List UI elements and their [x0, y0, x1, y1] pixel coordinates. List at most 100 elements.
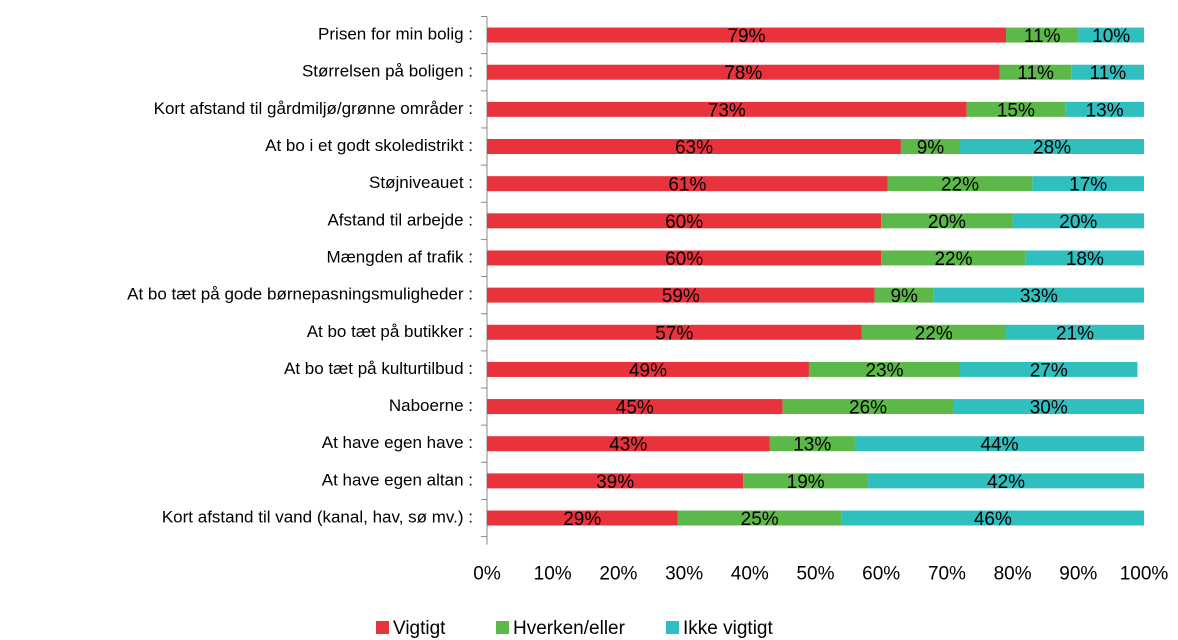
bar-segment: [881, 213, 1013, 229]
bar-segment: [487, 176, 888, 192]
data-label: 59%: [662, 286, 700, 307]
bar-segment: [487, 473, 744, 489]
category-label: Støjniveauet :: [369, 173, 473, 192]
data-label: 44%: [980, 435, 1018, 456]
data-label: 22%: [915, 323, 953, 344]
data-label: 29%: [563, 509, 601, 530]
bar-segment: [487, 324, 862, 340]
data-label: 39%: [596, 472, 634, 493]
category-label: At bo tæt på kulturtilbud :: [284, 359, 473, 378]
category-label: At bo i et godt skoledistrikt :: [265, 136, 473, 155]
bar-segment: [854, 436, 1144, 452]
legend-swatch: [496, 621, 509, 634]
bar-segment: [861, 324, 1007, 340]
data-label: 46%: [974, 509, 1012, 530]
category-label: At bo tæt på gode børnepasningsmulighede…: [127, 285, 473, 304]
bar-segment: [487, 101, 967, 117]
data-label: 9%: [917, 138, 945, 159]
bar-segment: [487, 27, 1007, 43]
bar-segment: [677, 510, 842, 526]
bar-segment: [487, 399, 783, 415]
bar-segment: [1006, 27, 1079, 43]
data-label: 33%: [1020, 286, 1058, 307]
bar-segment: [1065, 101, 1144, 117]
category-label: Mængden af trafik :: [327, 247, 473, 266]
legend-swatch: [666, 621, 679, 634]
bar-segment: [900, 139, 961, 155]
data-label: 20%: [928, 212, 966, 233]
category-label: Kort afstand til gårdmiljø/grønne område…: [154, 99, 473, 118]
data-label: 11%: [1090, 63, 1127, 84]
bar-segment: [487, 510, 678, 526]
bar-segment: [966, 101, 1066, 117]
data-label: 15%: [997, 100, 1035, 121]
bar-segment: [487, 361, 809, 377]
data-label: 20%: [1059, 212, 1097, 233]
bar-segment: [1025, 250, 1144, 266]
x-tick-label: 40%: [731, 564, 769, 585]
data-label: 42%: [987, 472, 1025, 493]
data-label: 25%: [741, 509, 779, 530]
bar-segment: [1032, 176, 1144, 192]
data-label: 57%: [655, 323, 693, 344]
data-label: 11%: [1024, 26, 1061, 47]
bar-segment: [743, 473, 869, 489]
bars: [487, 27, 1144, 526]
data-label: 45%: [616, 398, 654, 419]
data-label: 28%: [1033, 138, 1071, 159]
data-label: 79%: [727, 26, 765, 47]
bar-segment: [487, 213, 882, 229]
bar-segment: [1012, 213, 1144, 229]
data-label: 26%: [849, 398, 887, 419]
data-label: 13%: [793, 435, 831, 456]
bar-segment: [1006, 324, 1144, 340]
x-tick-label: 70%: [928, 564, 966, 585]
legend-swatch: [376, 621, 389, 634]
bar-segment: [887, 176, 1033, 192]
legend-label: Ikke vigtigt: [683, 618, 773, 639]
data-label: 23%: [865, 360, 903, 381]
x-tick-label: 20%: [599, 564, 637, 585]
data-label: 73%: [708, 100, 746, 121]
x-tick-label: 90%: [1059, 564, 1097, 585]
legend-label: Hverken/eller: [513, 618, 626, 639]
bar-segment: [933, 287, 1144, 303]
data-label: 21%: [1056, 323, 1094, 344]
data-label: 78%: [724, 63, 762, 84]
category-label: Naboerne :: [389, 396, 473, 415]
data-label: 43%: [609, 435, 647, 456]
category-label: Afstand til arbejde :: [327, 210, 473, 229]
bar-segment: [782, 399, 954, 415]
x-tick-label: 80%: [994, 564, 1032, 585]
category-label: Størrelsen på boligen :: [302, 62, 473, 81]
bar-segment: [841, 510, 1144, 526]
bar-segment: [487, 287, 875, 303]
category-label: Kort afstand til vand (kanal, hav, sø mv…: [162, 508, 473, 527]
data-label: 27%: [1030, 360, 1068, 381]
data-label: 22%: [941, 175, 979, 196]
data-label: 10%: [1092, 26, 1130, 47]
bar-segment: [487, 436, 770, 452]
bar-segment: [487, 250, 882, 266]
x-tick-label: 60%: [862, 564, 900, 585]
data-label: 30%: [1030, 398, 1068, 419]
data-label: 19%: [787, 472, 825, 493]
bar-segment: [874, 287, 934, 303]
bar-segment: [808, 361, 961, 377]
x-tick-label: 100%: [1120, 564, 1169, 585]
data-label: 60%: [665, 249, 703, 270]
data-label: 22%: [934, 249, 972, 270]
data-label: 13%: [1086, 100, 1124, 121]
data-label: 9%: [890, 286, 918, 307]
data-label: 61%: [668, 175, 706, 196]
bar-segment: [881, 250, 1026, 266]
x-tick-label: 50%: [796, 564, 834, 585]
bar-segment: [487, 139, 901, 155]
x-tick-label: 10%: [534, 564, 572, 585]
data-label: 60%: [665, 212, 703, 233]
category-label: Prisen for min bolig :: [318, 25, 473, 44]
bar-segment: [960, 139, 1144, 155]
data-label: 49%: [629, 360, 667, 381]
bar-segment: [953, 399, 1144, 415]
